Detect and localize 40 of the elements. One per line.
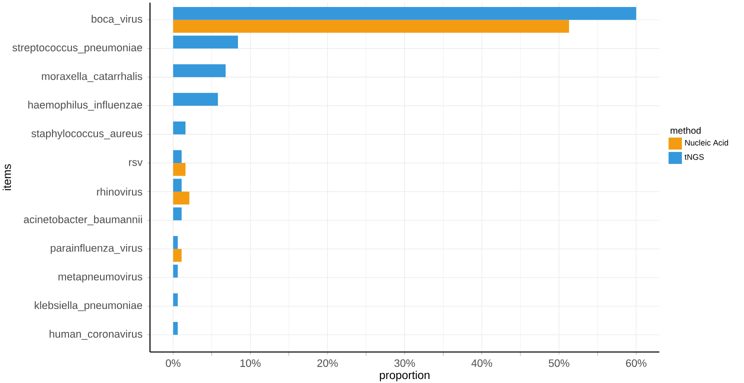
bar [173,64,226,78]
x-tick-label: 40% [471,359,492,367]
y-tick-label: rsv [129,160,143,166]
x-tick-label: 10% [240,359,261,367]
x-tick-label: 60% [626,359,646,367]
bar [173,322,178,335]
bar [173,150,182,164]
y-tick-label: klebsiella_pneumoniae [34,301,142,312]
y-axis-title: items [2,164,12,190]
y-tick-label: metapneumovirus [58,272,142,283]
bar [173,207,182,220]
bar [173,248,182,262]
x-axis-title: proportion [380,370,430,382]
bar [173,122,186,134]
y-tick-label: haemophilus_influenzae [28,100,142,111]
bar [173,178,182,192]
y-tick-label: moraxella_catarrhalis [42,72,142,82]
x-tick-label: 20% [317,359,338,367]
bar [173,163,186,176]
y-tick-label: staphylococcus_aureus [31,129,142,140]
x-tick-label: 30% [394,359,415,367]
bar [173,92,218,106]
bar [173,293,178,306]
x-tick-label: 50% [548,359,570,367]
bar [173,6,636,20]
y-tick-label: acinetobacter_baumannii [24,215,142,226]
legend-label: Nucleic Acid [685,140,728,146]
bar [173,192,190,205]
y-tick-label: streptococcus_pneumoniae [12,44,142,54]
bar [173,20,570,33]
legend-label: tNGS [684,154,704,160]
legend-title: method [670,126,701,134]
bar [173,236,178,249]
y-tick-label: human_coronavirus [50,330,142,340]
bar [173,264,178,278]
y-tick-label: parainfluenza_virus [50,244,142,254]
y-tick-label: rhinovirus [97,188,142,196]
x-tick-label: 0% [166,359,180,367]
y-tick-label: boca_virus [92,14,142,25]
bar [173,36,238,48]
